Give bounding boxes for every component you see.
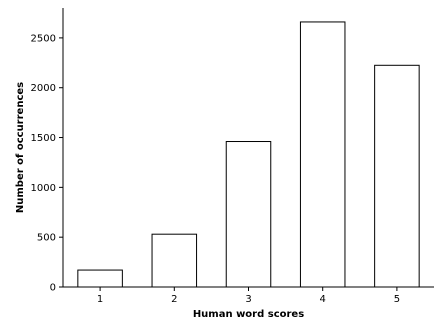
- y-tick-label: 2000: [31, 83, 56, 94]
- bar-5: [374, 64, 420, 288]
- y-tick-label: 2500: [31, 33, 56, 44]
- y-tick-label: 500: [37, 233, 56, 244]
- bar-2: [151, 233, 198, 288]
- y-tick-label: 0: [50, 283, 56, 294]
- x-tick-label: 3: [245, 294, 251, 305]
- x-tick-label: 5: [394, 294, 400, 305]
- y-tick-label: 1000: [31, 183, 56, 194]
- x-axis-label: Human word scores: [193, 309, 304, 320]
- y-axis-ticks: 0 500 1000 1500 2000 2500: [31, 33, 63, 294]
- x-tick-label: 1: [97, 294, 103, 305]
- bar-3: [225, 141, 272, 288]
- x-axis-ticks: 1 2 3 4 5: [97, 287, 400, 305]
- x-tick-label: 4: [320, 294, 326, 305]
- bar-1: [77, 269, 123, 288]
- y-tick-label: 1500: [31, 133, 56, 144]
- x-tick-label: 2: [171, 294, 177, 305]
- bars: [77, 21, 420, 288]
- bar-4: [299, 21, 346, 288]
- y-axis-label: Number of occurrences: [15, 82, 26, 213]
